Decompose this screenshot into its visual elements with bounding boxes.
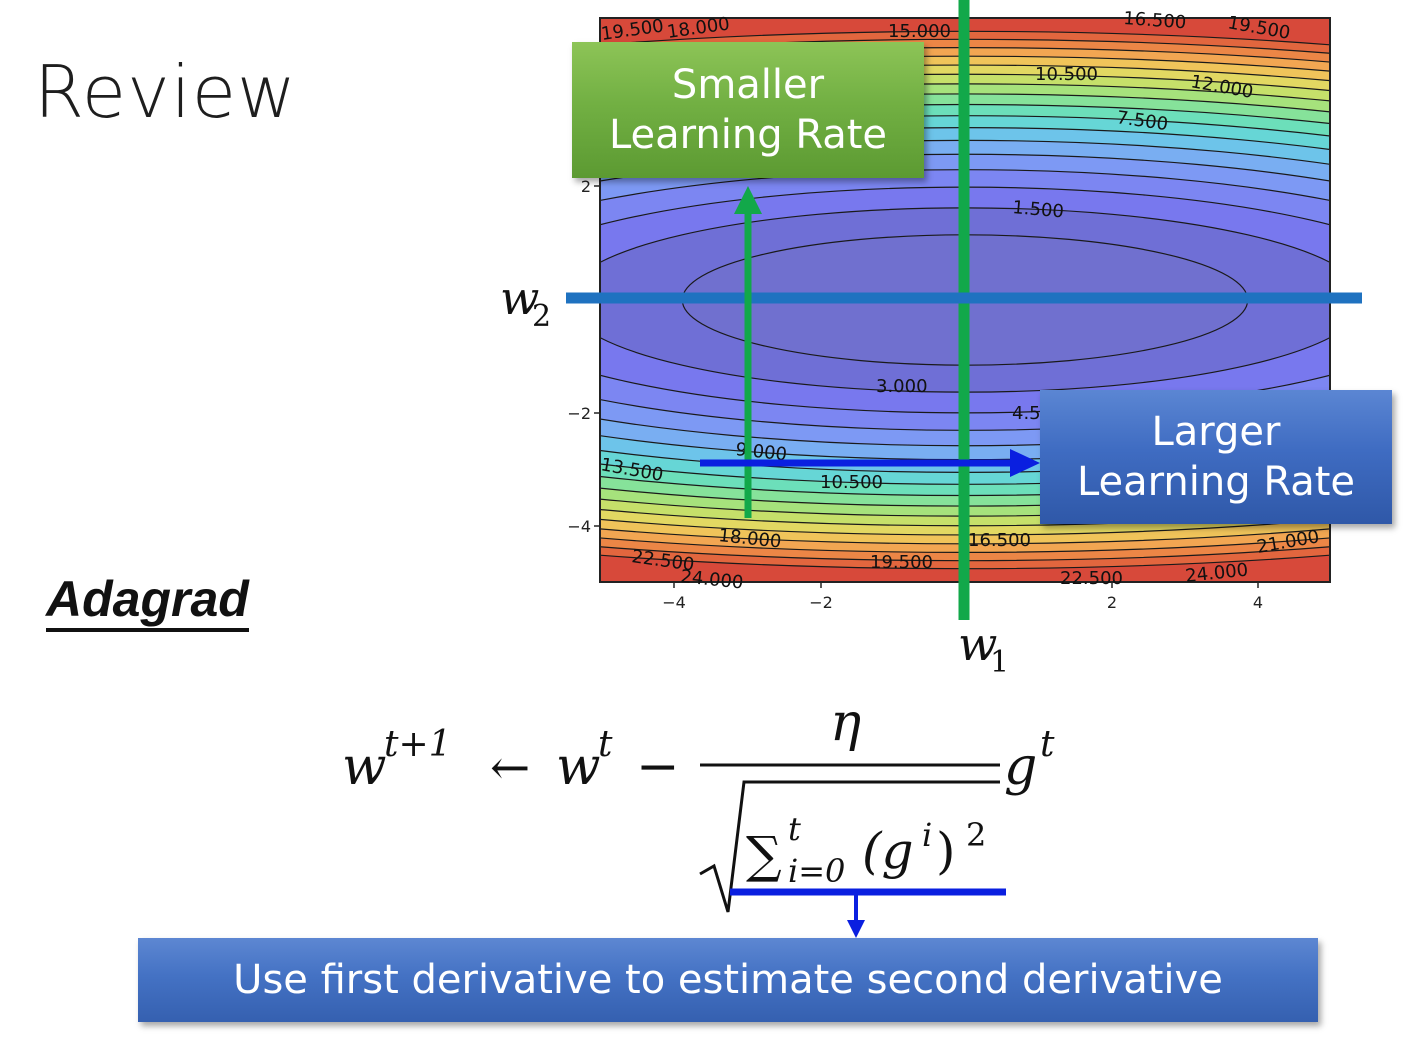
contour-label: 15.000: [888, 21, 951, 42]
denominator-pointer: [730, 888, 1006, 938]
y-tick-label: −2: [567, 404, 591, 423]
contour-label: 1.500: [1012, 197, 1065, 222]
contour-label: 10.500: [820, 472, 883, 493]
x-tick-label: −2: [809, 593, 833, 612]
y-tick-label: 2: [581, 177, 591, 196]
larger-callout-line2: Learning Rate: [1076, 459, 1356, 505]
x-axis-ticks: −4 −2 2 4: [662, 582, 1263, 612]
contour-label: 16.500: [1123, 8, 1187, 33]
derivative-banner: Use first derivative to estimate second …: [138, 938, 1318, 1022]
formula-square: 2: [966, 816, 986, 854]
contour-label: 4.5: [1012, 403, 1041, 424]
formula-eta: η: [830, 693, 861, 753]
contour-label: 19.500: [870, 552, 933, 573]
w1-label: w: [958, 617, 997, 671]
formula-g-superscript-t: t: [1040, 724, 1055, 765]
contour-label: 16.500: [968, 530, 1031, 551]
smaller-callout-line1: Smaller: [671, 62, 825, 108]
formula-lhs: w: [342, 737, 387, 797]
formula-sqrt-sign: [699, 780, 1000, 913]
larger-callout-line1: Larger: [1151, 409, 1281, 455]
y-tick-label: −4: [567, 517, 591, 536]
w1-label-subscript: 1: [990, 645, 1009, 680]
larger-learning-rate-callout: Larger Learning Rate: [1040, 390, 1392, 524]
larger-rate-arrow: [700, 449, 1040, 477]
formula-sum-upper: t: [788, 810, 801, 848]
contour-label: 22.500: [1060, 568, 1123, 589]
slide-title: Review: [34, 50, 297, 134]
formula-sigma: ∑: [746, 826, 782, 884]
formula-w-superscript: t: [598, 724, 613, 765]
x-tick-label: 2: [1107, 593, 1117, 612]
formula-w: w: [556, 737, 601, 797]
formula-g-superscript: i: [922, 816, 932, 854]
w2-label: w: [500, 271, 539, 325]
smaller-learning-rate-callout: Smaller Learning Rate: [572, 42, 924, 178]
formula-sum-lower: i=0: [788, 852, 845, 890]
w2-label-subscript: 2: [532, 299, 551, 334]
formula-g-close: ): [936, 822, 956, 880]
adagrad-formula: w t+1 ← w t − η ∑ t i=0 (g i ) 2 g t: [342, 693, 1055, 913]
formula-minus: −: [636, 737, 680, 797]
w2-axis-label: w 2: [500, 271, 551, 334]
x-tick-label: −4: [662, 593, 686, 612]
formula-update-arrow: ←: [490, 740, 530, 796]
contour-label: 3.000: [876, 376, 928, 397]
section-label-adagrad: Adagrad: [46, 574, 249, 632]
formula-g: g: [1004, 737, 1037, 797]
w1-axis-label: w 1: [958, 617, 1009, 680]
contour-label: 10.500: [1035, 64, 1098, 85]
y-axis-ticks: 2 −2 −4: [567, 177, 600, 536]
smaller-callout-line2: Learning Rate: [608, 112, 888, 158]
smaller-rate-arrow: [734, 186, 762, 518]
x-tick-label: 4: [1253, 593, 1263, 612]
formula-g-open: (g: [862, 822, 914, 880]
formula-lhs-superscript: t+1: [384, 724, 452, 765]
